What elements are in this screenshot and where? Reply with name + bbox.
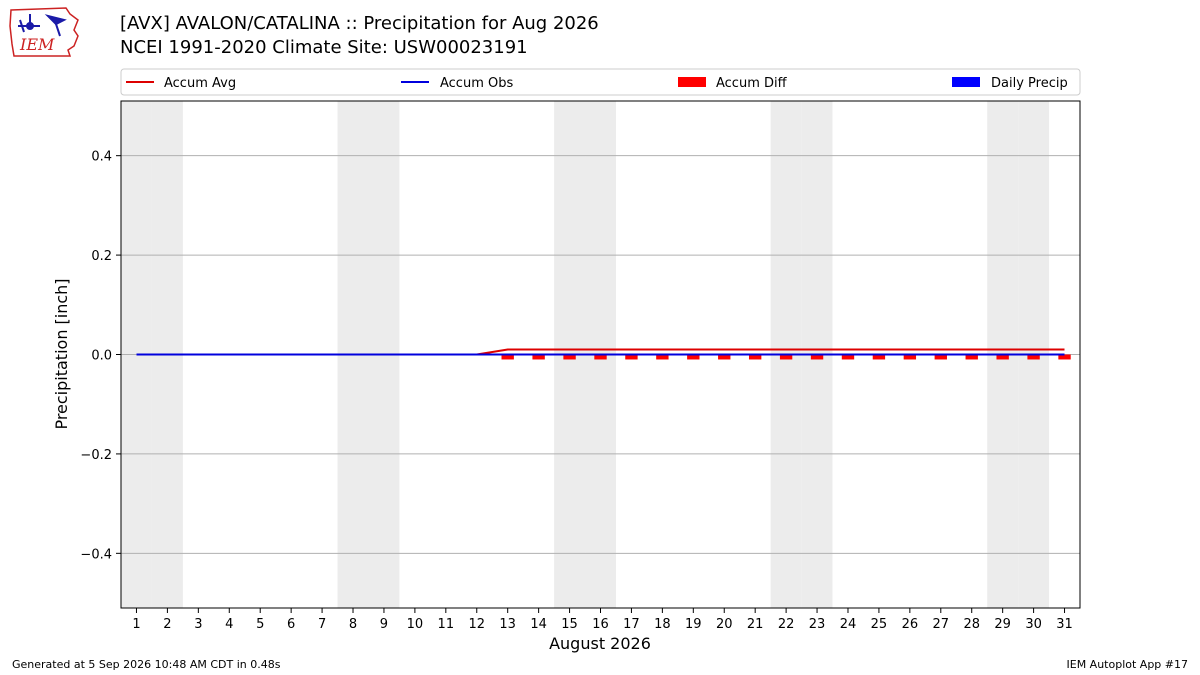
legend-frame	[120, 68, 1081, 96]
x-tick-label: 13	[499, 617, 516, 632]
accum-diff-bar-18	[656, 354, 669, 360]
accum-diff-bar-20	[718, 354, 731, 360]
accum-diff-bar-22	[779, 354, 793, 360]
x-tick-label: 15	[561, 617, 578, 632]
x-tick-label: 16	[592, 617, 609, 632]
x-tick-label: 27	[933, 617, 950, 632]
x-tick-label: 7	[318, 617, 326, 632]
y-tick-label: 0.0	[91, 349, 112, 364]
accum-diff-bar-19	[687, 354, 700, 360]
weather-station-icon	[18, 14, 67, 37]
accum-diff-bar-24	[841, 354, 855, 360]
x-tick-label: 14	[530, 617, 547, 632]
accum-diff-bar-29	[996, 354, 1009, 360]
legend-label: Accum Obs	[440, 76, 513, 91]
logo-text: IEM	[19, 35, 55, 54]
y-axis-label: Precipitation [inch]	[52, 278, 71, 429]
x-tick-label: 29	[994, 617, 1011, 632]
x-tick-label: 4	[225, 617, 233, 632]
x-tick-label: 25	[871, 617, 888, 632]
x-tick-label: 9	[380, 617, 388, 632]
x-tick-label: 30	[1025, 617, 1042, 632]
accum-diff-bar-17	[625, 354, 638, 360]
weekend-shading	[121, 101, 1050, 608]
chart-marks	[136, 348, 1071, 360]
x-tick-label: 8	[349, 617, 357, 632]
y-axis: 0.4 0.2 0.0 −0.2 −0.4	[80, 150, 121, 562]
accum-diff-bar-21	[748, 354, 762, 360]
x-tick-label: 10	[407, 617, 424, 632]
x-axis: 1 2 3 4 5 6 7 8 9 10 11 12 13 14 15 16 17 18 19 20 21 22 23 24 2…	[132, 608, 1073, 632]
accum-diff-bar-13	[501, 354, 514, 360]
chart-title: [AVX] AVALON/CATALINA :: Precipitation f…	[120, 13, 599, 34]
legend-swatch-3	[952, 77, 980, 87]
accum-diff-bar-27	[934, 354, 947, 360]
accum-diff-bar-23	[810, 354, 824, 360]
x-tick-label: 17	[623, 617, 640, 632]
accum-diff-bar-14	[532, 354, 545, 360]
x-tick-label: 5	[256, 617, 264, 632]
accum-diff-bar-28	[965, 354, 978, 360]
x-tick-label: 22	[778, 617, 795, 632]
x-tick-label: 19	[685, 617, 702, 632]
x-tick-label: 1	[132, 617, 140, 632]
x-tick-label: 3	[194, 617, 202, 632]
accum-diff-bar-26	[903, 354, 917, 360]
accum-diff-bar-16	[594, 354, 607, 360]
x-tick-label: 6	[287, 617, 295, 632]
x-tick-label: 31	[1056, 617, 1073, 632]
x-tick-label: 24	[840, 617, 857, 632]
x-tick-label: 26	[902, 617, 919, 632]
y-tick-label: −0.2	[80, 448, 112, 463]
y-tick-label: −0.4	[80, 547, 112, 562]
accum-diff-bar-25	[872, 354, 886, 360]
x-tick-label: 11	[438, 617, 455, 632]
x-tick-label: 21	[747, 617, 764, 632]
y-tick-label: 0.2	[91, 249, 112, 264]
x-tick-label: 2	[163, 617, 171, 632]
legend-label: Accum Avg	[164, 76, 236, 91]
iem-logo: IEM	[9, 7, 79, 57]
legend-swatch-2	[678, 77, 706, 87]
x-axis-label: August 2026	[549, 634, 651, 653]
legend: Accum Avg Accum Obs Accum Diff Daily Precip	[120, 68, 1081, 96]
app-credit: IEM Autoplot App #17	[1066, 658, 1189, 671]
chart-subtitle: NCEI 1991-2020 Climate Site: USW00023191	[120, 37, 528, 58]
x-tick-label: 23	[809, 617, 826, 632]
legend-label: Accum Diff	[716, 76, 788, 91]
generated-timestamp: Generated at 5 Sep 2026 10:48 AM CDT in …	[12, 658, 281, 671]
y-tick-label: 0.4	[91, 150, 112, 165]
x-tick-label: 20	[716, 617, 733, 632]
legend-label: Daily Precip	[991, 76, 1068, 91]
accum-diff-bar-15	[563, 354, 576, 360]
x-tick-label: 18	[654, 617, 671, 632]
x-tick-label: 12	[468, 617, 485, 632]
accum-diff-bar-30	[1027, 354, 1040, 360]
x-tick-label: 28	[963, 617, 980, 632]
accum-diff-bar-31	[1058, 354, 1071, 360]
